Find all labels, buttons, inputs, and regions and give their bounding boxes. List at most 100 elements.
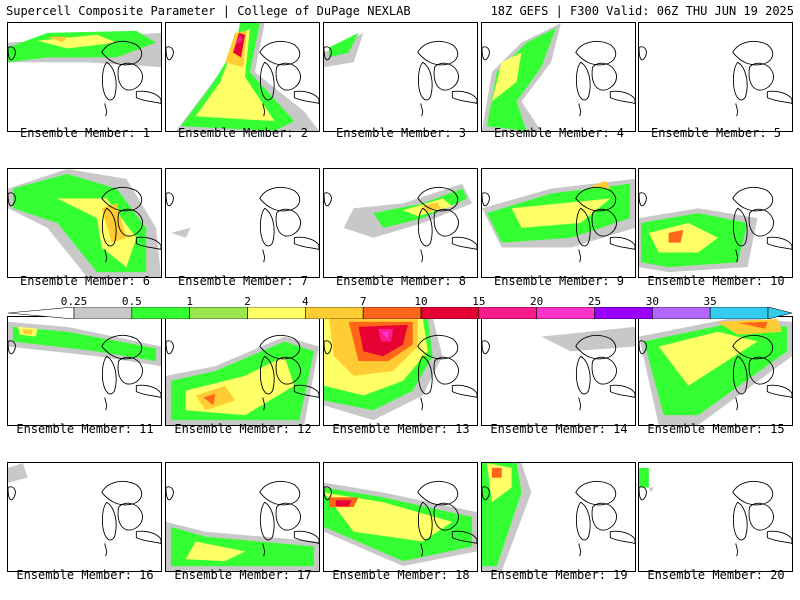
scp-field-map: [482, 463, 635, 571]
coastline-outline: [8, 486, 16, 501]
coastline-outline: [166, 486, 174, 501]
coastline-outline: [639, 486, 647, 501]
coastline-outline: [259, 41, 301, 66]
coastline-outline: [420, 103, 424, 117]
ensemble-member-map: [323, 462, 478, 572]
colorbar-left-arrow: [8, 307, 75, 319]
coastline-outline: [420, 543, 424, 557]
scp-field-map: [482, 326, 635, 411]
coastline-outline: [135, 530, 161, 544]
coastline-outline: [293, 384, 319, 398]
scp-field-map: [8, 463, 161, 557]
coastline-outline: [135, 384, 161, 398]
colorbar-tick-label: 7: [359, 295, 367, 308]
coastline-outline: [575, 481, 617, 506]
scp-contour-fill: [195, 385, 236, 411]
coastline-outline: [591, 208, 617, 237]
coastline-outline: [417, 355, 433, 395]
scp-contour-fill: [47, 36, 68, 43]
scp-field-map: [482, 178, 635, 263]
ensemble-member-caption: Ensemble Member: 1: [19, 126, 151, 140]
scp-contour-fill: [639, 467, 649, 488]
colorbar-segment: [189, 307, 248, 319]
scp-contour-fill: [590, 180, 611, 189]
coastline-outline: [609, 236, 635, 250]
colorbar-tick-label: 4: [302, 295, 309, 308]
coastline-outline: [732, 61, 748, 101]
ensemble-member-map: [7, 316, 162, 426]
scp-field-map: [8, 321, 161, 411]
colorbar-segment: [362, 307, 422, 319]
scp-contour-fill: [335, 500, 352, 507]
coastline-outline: [735, 543, 739, 557]
coastline-outline: [293, 530, 319, 544]
coastline-outline: [433, 62, 459, 91]
coastline-outline: [101, 61, 117, 101]
coastline-outline: [117, 356, 143, 385]
colorbar-segment: [709, 307, 769, 319]
coastline-outline: [262, 103, 266, 117]
coastline-outline: [262, 397, 266, 411]
coastline-outline: [575, 187, 617, 212]
scp-field-map: [482, 23, 635, 131]
colorbar: [8, 307, 792, 319]
scp-contour-fill: [658, 331, 758, 386]
coastline-outline: [275, 62, 301, 91]
scp-contour-fill: [328, 32, 359, 58]
colorbar-segment: [247, 307, 306, 319]
ensemble-member-caption: Ensemble Member: 2: [177, 126, 309, 140]
ensemble-member-map: [481, 462, 636, 572]
coastline-outline: [575, 61, 591, 101]
scp-contour-fill: [235, 34, 243, 45]
coastline-outline: [451, 530, 477, 544]
scp-contour-fill: [195, 27, 275, 122]
coastline-outline: [166, 192, 174, 207]
coastline-outline: [420, 249, 424, 263]
coastline-outline: [135, 236, 161, 250]
colorbar-tick-label: 30: [645, 295, 659, 308]
scp-field-map: [166, 23, 319, 131]
coastline-outline: [417, 501, 433, 541]
scp-contour-fill: [12, 326, 157, 362]
coastline-outline: [275, 208, 301, 237]
ensemble-member-caption: Ensemble Member: 15: [647, 422, 785, 436]
ensemble-member-map: [638, 462, 793, 572]
coastline-outline: [433, 208, 459, 237]
colorbar-tick-label: 10: [414, 295, 428, 308]
coastline-outline: [101, 355, 117, 395]
ensemble-member-caption: Ensemble Member: 20: [647, 568, 785, 582]
coastline-outline: [101, 41, 143, 66]
coastline-outline: [578, 249, 582, 263]
coastline-outline: [732, 335, 774, 360]
coastline-outline: [639, 46, 647, 61]
coastline-outline: [417, 335, 459, 360]
scp-contour-fill: [541, 326, 635, 352]
coastline-outline: [766, 90, 792, 104]
coastline-outline: [417, 207, 433, 247]
scp-contour-fill: [22, 328, 33, 335]
coastline-outline: [735, 249, 739, 263]
colorbar-tick-label: 35: [703, 295, 717, 308]
scp-contour-fill: [381, 331, 390, 339]
ensemble-member-caption: Ensemble Member: 5: [650, 126, 782, 140]
scp-contour-fill: [324, 492, 453, 542]
colorbar-segment: [131, 307, 190, 319]
coastline-outline: [166, 46, 174, 61]
coastline-outline: [639, 340, 647, 355]
ensemble-member-caption: Ensemble Member: 9: [493, 274, 625, 288]
coastline-outline: [166, 340, 174, 355]
coastline-outline: [420, 397, 424, 411]
coastline-outline: [8, 192, 16, 207]
coastline-outline: [324, 192, 332, 207]
coastline-outline: [324, 340, 332, 355]
ensemble-member-map: [165, 462, 320, 572]
coastline-outline: [101, 501, 117, 541]
coastline-outline: [117, 62, 143, 91]
scp-field-map: [639, 467, 792, 557]
coastline-outline: [8, 340, 16, 355]
scp-contour-fill: [37, 34, 117, 49]
ensemble-member-caption: Ensemble Member: 8: [335, 274, 467, 288]
coastline-outline: [578, 103, 582, 117]
coastline-outline: [451, 384, 477, 398]
scp-field-map: [166, 187, 319, 263]
